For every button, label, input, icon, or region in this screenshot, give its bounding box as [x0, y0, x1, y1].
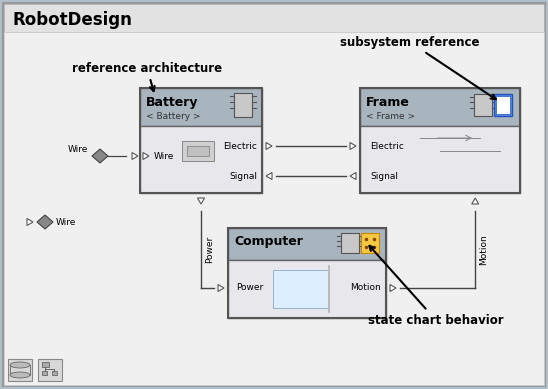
Text: Wire: Wire	[154, 151, 174, 161]
Text: Signal: Signal	[229, 172, 257, 180]
Text: Electric: Electric	[370, 142, 404, 151]
FancyBboxPatch shape	[4, 4, 544, 32]
FancyBboxPatch shape	[228, 228, 386, 260]
FancyBboxPatch shape	[234, 93, 252, 117]
FancyBboxPatch shape	[4, 32, 544, 385]
Text: Wire: Wire	[67, 145, 88, 154]
Polygon shape	[266, 172, 272, 179]
FancyBboxPatch shape	[360, 88, 520, 126]
Polygon shape	[132, 152, 138, 159]
Text: Battery: Battery	[146, 96, 198, 109]
Text: < Battery >: < Battery >	[146, 112, 201, 121]
Text: Computer: Computer	[234, 235, 303, 247]
Polygon shape	[350, 172, 356, 179]
Text: Motion: Motion	[479, 234, 488, 265]
FancyBboxPatch shape	[361, 233, 379, 253]
FancyBboxPatch shape	[52, 371, 57, 375]
FancyBboxPatch shape	[273, 270, 328, 308]
Text: < Frame >: < Frame >	[366, 112, 415, 121]
Polygon shape	[350, 142, 356, 149]
FancyBboxPatch shape	[38, 359, 62, 381]
Text: Motion: Motion	[350, 284, 381, 293]
FancyBboxPatch shape	[494, 94, 512, 116]
FancyBboxPatch shape	[42, 371, 47, 375]
Polygon shape	[197, 198, 204, 204]
FancyBboxPatch shape	[187, 146, 209, 156]
Text: Signal: Signal	[370, 172, 398, 180]
FancyBboxPatch shape	[3, 3, 545, 386]
Ellipse shape	[10, 372, 30, 378]
Text: Wire: Wire	[56, 217, 76, 226]
Polygon shape	[143, 152, 149, 159]
Text: subsystem reference: subsystem reference	[340, 35, 496, 99]
Polygon shape	[472, 198, 479, 204]
Polygon shape	[27, 219, 33, 226]
FancyBboxPatch shape	[42, 362, 49, 367]
Text: Power: Power	[205, 236, 214, 263]
FancyBboxPatch shape	[360, 126, 520, 193]
Polygon shape	[92, 149, 108, 163]
Polygon shape	[390, 284, 396, 291]
Polygon shape	[218, 284, 224, 291]
Text: state chart behavior: state chart behavior	[368, 246, 504, 326]
FancyBboxPatch shape	[474, 94, 492, 116]
Polygon shape	[37, 215, 53, 229]
FancyBboxPatch shape	[140, 88, 262, 126]
FancyBboxPatch shape	[8, 359, 32, 381]
FancyBboxPatch shape	[228, 260, 386, 318]
Text: Electric: Electric	[223, 142, 257, 151]
FancyBboxPatch shape	[140, 126, 262, 193]
FancyBboxPatch shape	[182, 141, 214, 161]
Text: Power: Power	[236, 284, 263, 293]
Ellipse shape	[10, 362, 30, 368]
Polygon shape	[266, 142, 272, 149]
FancyBboxPatch shape	[341, 233, 359, 253]
Text: Frame: Frame	[366, 96, 410, 109]
Text: reference architecture: reference architecture	[72, 61, 222, 91]
Text: RobotDesign: RobotDesign	[12, 11, 132, 29]
FancyBboxPatch shape	[328, 265, 329, 313]
FancyBboxPatch shape	[496, 96, 510, 114]
